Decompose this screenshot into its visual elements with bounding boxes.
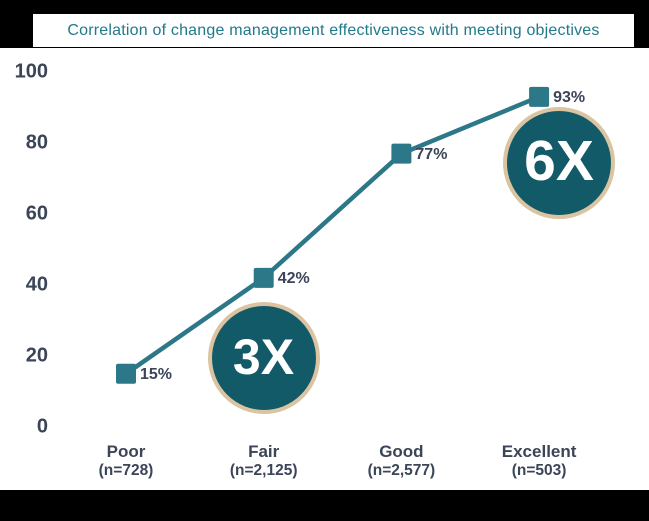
category-sample-size: (n=2,577)	[367, 462, 436, 479]
category-sample-size: (n=728)	[98, 462, 154, 479]
point-value-label: 77%	[415, 145, 448, 163]
footer-bar	[0, 490, 649, 521]
point-value-label: 93%	[553, 88, 586, 106]
trend-line	[124, 94, 540, 376]
multiplier-badge: 3X	[207, 302, 320, 414]
y-axis-tick-label: 80	[25, 131, 48, 154]
y-axis-tick-label: 40	[25, 273, 48, 296]
category-name: Excellent	[501, 442, 577, 461]
data-point-marker	[391, 143, 412, 164]
x-axis-category-label: Fair (n=2,125)	[194, 443, 334, 479]
category-name: Fair	[248, 442, 280, 461]
header-bar: Correlation of change management effecti…	[0, 0, 649, 48]
category-sample-size: (n=2,125)	[229, 462, 298, 479]
data-point-marker	[116, 363, 136, 384]
point-value-label: 15%	[140, 365, 173, 383]
data-point-marker	[529, 86, 550, 107]
y-axis-tick-label: 60	[25, 202, 48, 225]
multiplier-badge: 6X	[503, 107, 615, 219]
point-value-label: 42%	[277, 269, 310, 287]
category-name: Poor	[106, 442, 146, 461]
y-axis-tick-label: 0	[36, 415, 48, 438]
y-axis-tick-label: 20	[25, 344, 48, 367]
category-sample-size: (n=503)	[511, 462, 567, 479]
x-axis-category-label: Good (n=2,577)	[331, 443, 471, 479]
category-name: Good	[379, 442, 424, 461]
x-axis-category-label: Excellent (n=503)	[469, 443, 609, 479]
y-axis-tick-label: 100	[14, 60, 48, 83]
chart-title-box: Correlation of change management effecti…	[33, 14, 634, 47]
chart-title: Correlation of change management effecti…	[67, 21, 600, 39]
data-point-marker	[253, 267, 274, 288]
x-axis-category-label: Poor (n=728)	[56, 443, 196, 479]
